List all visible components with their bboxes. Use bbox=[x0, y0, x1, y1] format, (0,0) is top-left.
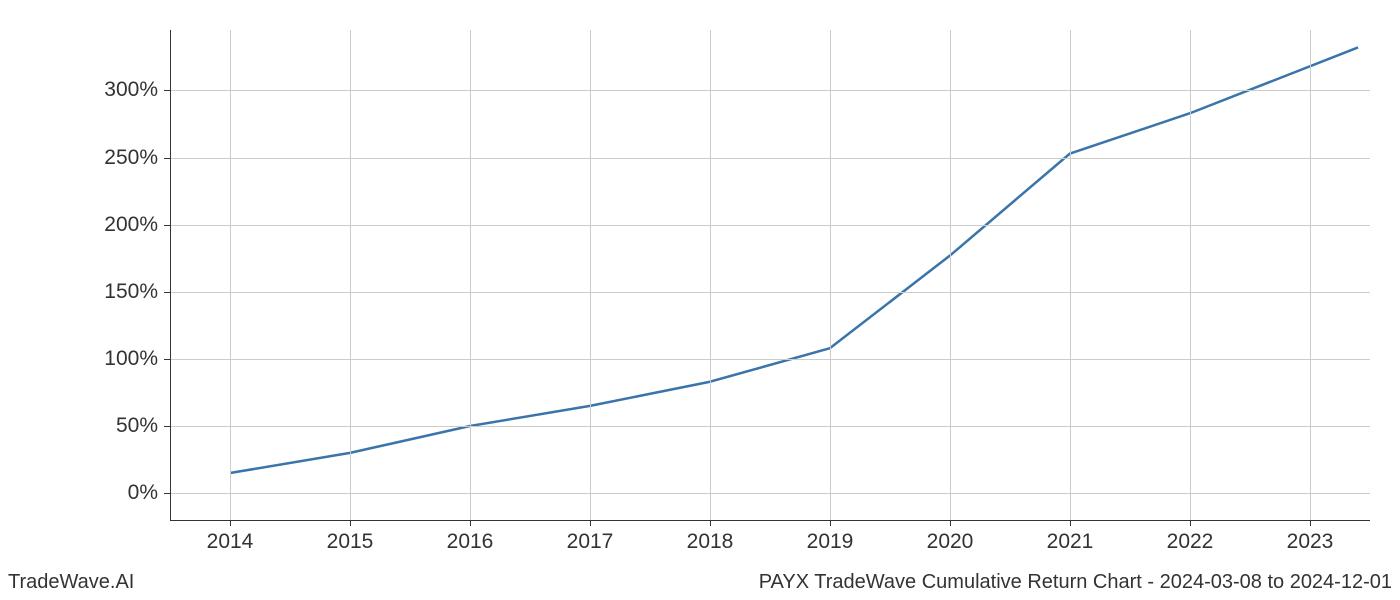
grid-line-vertical bbox=[470, 30, 471, 520]
grid-line-horizontal bbox=[170, 225, 1370, 226]
x-tick-label: 2023 bbox=[1287, 530, 1334, 554]
grid-line-horizontal bbox=[170, 90, 1370, 91]
grid-line-vertical bbox=[1190, 30, 1191, 520]
x-axis-spine bbox=[170, 520, 1370, 521]
grid-line-vertical bbox=[350, 30, 351, 520]
y-tick-label: 50% bbox=[100, 414, 158, 438]
x-tick-label: 2014 bbox=[207, 530, 254, 554]
x-tick-label: 2015 bbox=[327, 530, 374, 554]
grid-line-vertical bbox=[1310, 30, 1311, 520]
x-tick-label: 2021 bbox=[1047, 530, 1094, 554]
y-axis-spine bbox=[170, 30, 171, 520]
y-tick-label: 150% bbox=[100, 280, 158, 304]
grid-line-vertical bbox=[710, 30, 711, 520]
y-tick-label: 200% bbox=[100, 213, 158, 237]
y-tick-label: 0% bbox=[100, 481, 158, 505]
grid-line-vertical bbox=[1070, 30, 1071, 520]
y-tick-label: 100% bbox=[100, 347, 158, 371]
y-tick-label: 250% bbox=[100, 146, 158, 170]
footer-brand: TradeWave.AI bbox=[8, 571, 134, 594]
footer-caption: PAYX TradeWave Cumulative Return Chart -… bbox=[759, 571, 1392, 594]
y-tick-label: 300% bbox=[100, 78, 158, 102]
grid-line-horizontal bbox=[170, 426, 1370, 427]
grid-line-horizontal bbox=[170, 292, 1370, 293]
grid-line-horizontal bbox=[170, 493, 1370, 494]
grid-line-horizontal bbox=[170, 158, 1370, 159]
return-line bbox=[230, 47, 1358, 473]
x-tick-label: 2019 bbox=[807, 530, 854, 554]
plot-area bbox=[170, 30, 1370, 520]
grid-line-vertical bbox=[590, 30, 591, 520]
grid-line-horizontal bbox=[170, 359, 1370, 360]
x-tick-label: 2018 bbox=[687, 530, 734, 554]
grid-line-vertical bbox=[950, 30, 951, 520]
chart-container: 2014 2015 2016 2017 2018 2019 2020 2021 2022 2023… bbox=[0, 0, 1400, 600]
x-tick-label: 2022 bbox=[1167, 530, 1214, 554]
x-tick-label: 2017 bbox=[567, 530, 614, 554]
grid-line-vertical bbox=[230, 30, 231, 520]
x-tick-label: 2020 bbox=[927, 530, 974, 554]
grid-line-vertical bbox=[830, 30, 831, 520]
x-tick-label: 2016 bbox=[447, 530, 494, 554]
